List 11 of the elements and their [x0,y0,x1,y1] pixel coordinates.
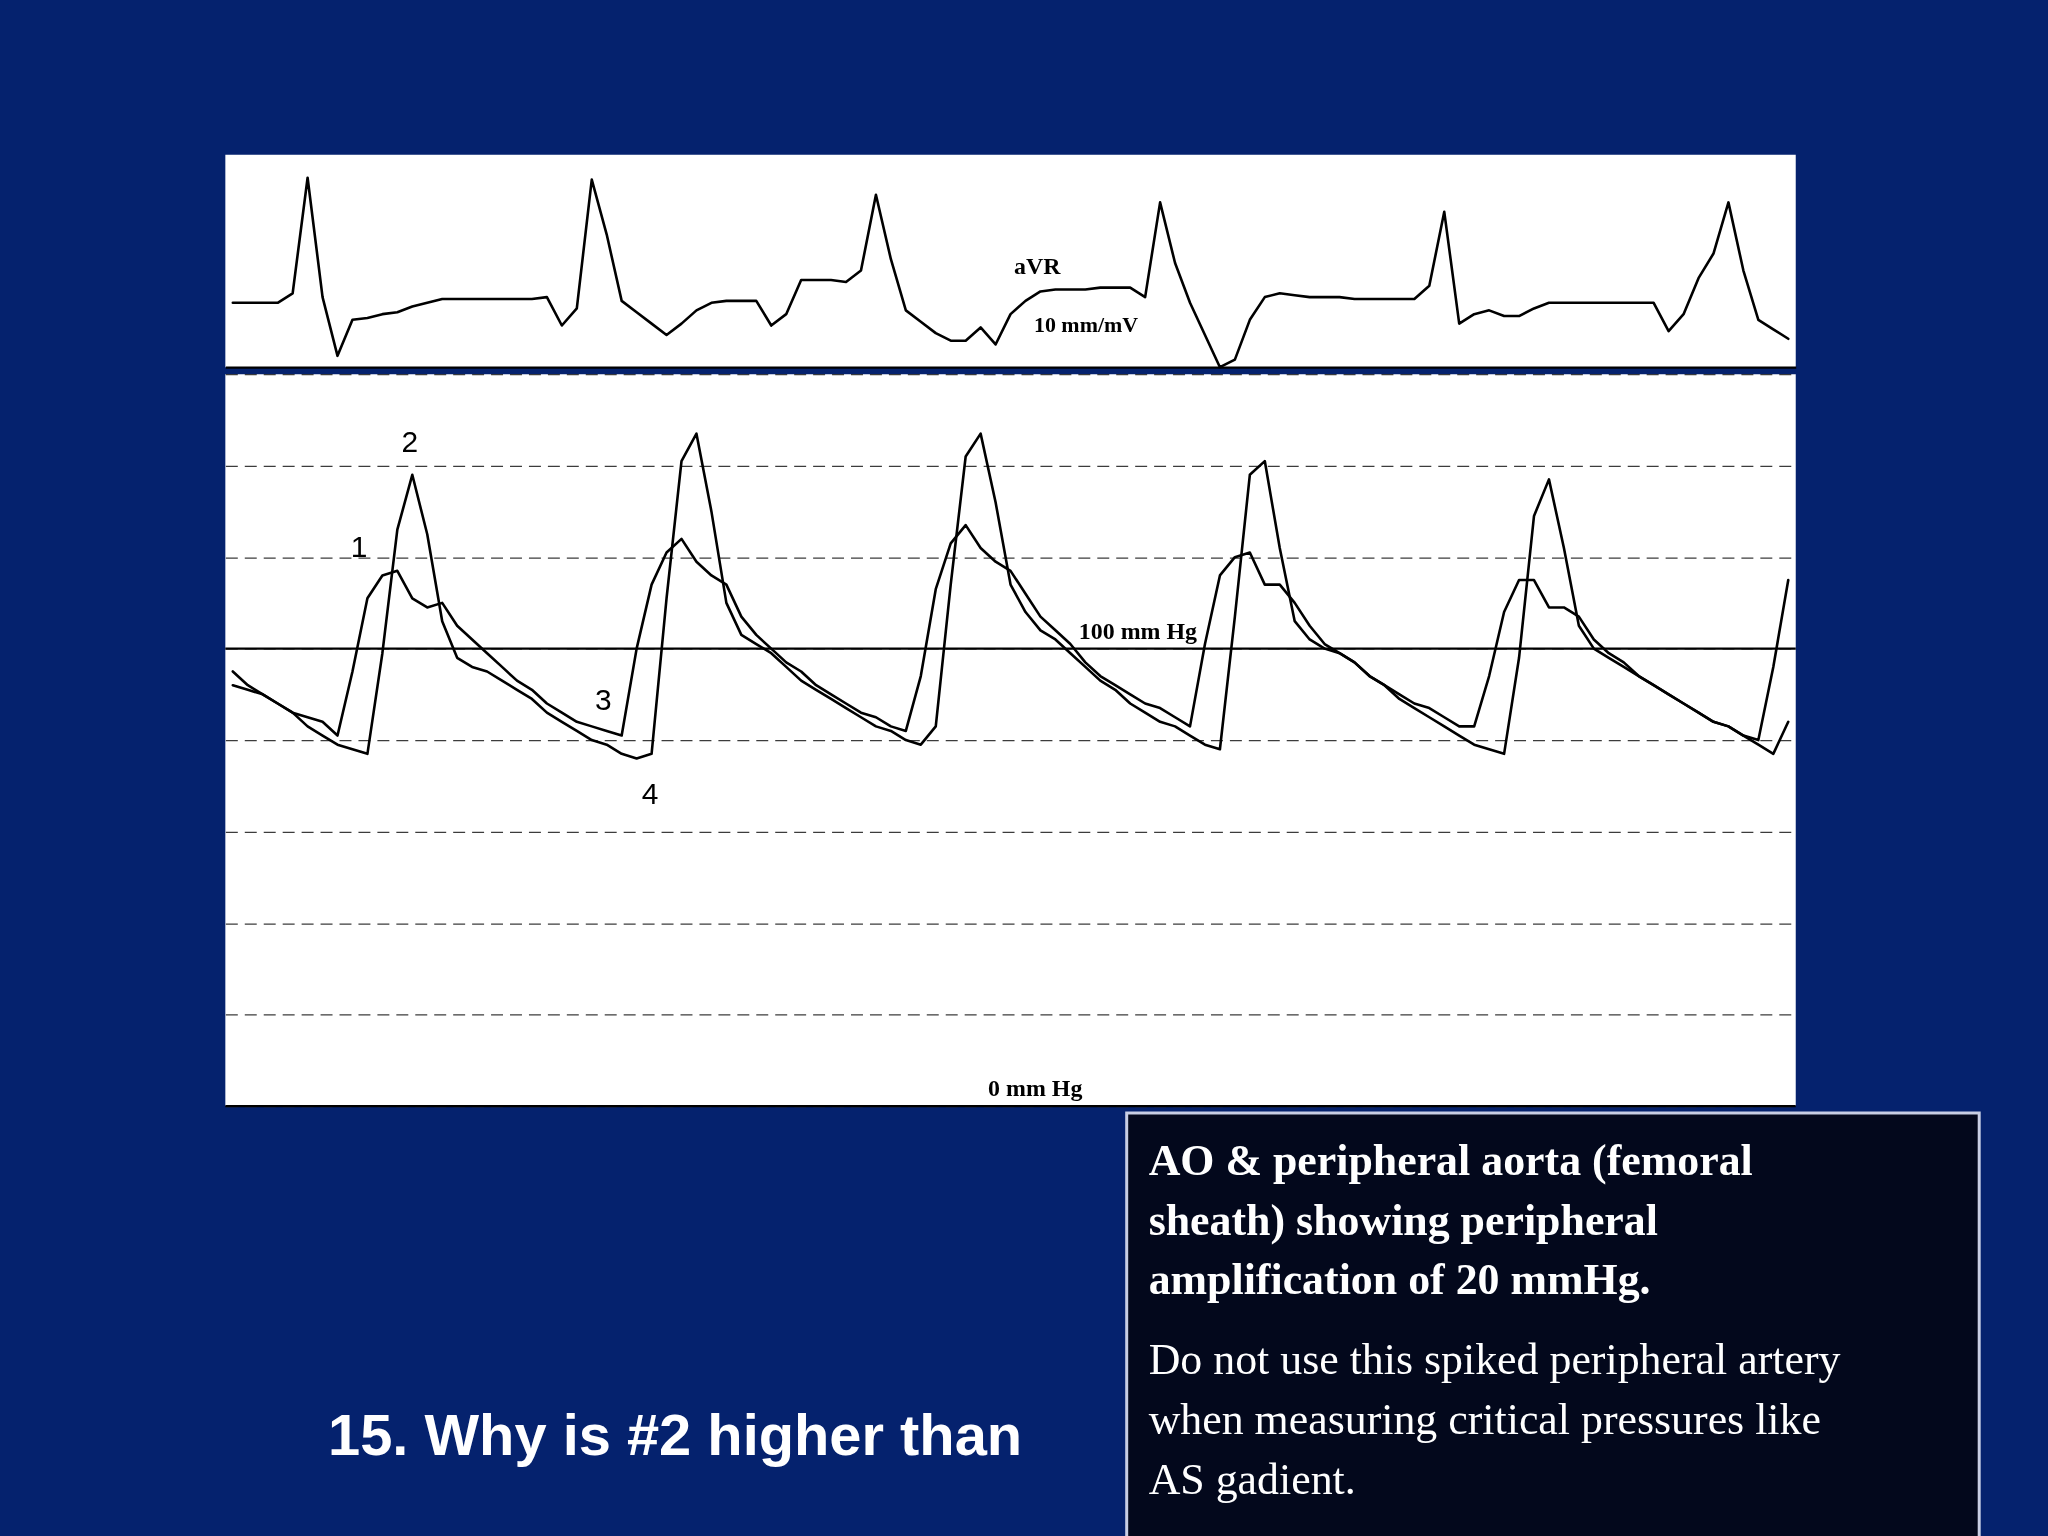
annotation: 10 mm/mV [1033,312,1139,338]
annotation: 4 [641,776,659,810]
annotation: 2 [401,425,419,459]
text: 15. Why is #2 higher than [328,1403,1023,1468]
text: Do not use this spiked peripheral artery when measuring critical pressures like AS gadient. [1148,1335,1841,1503]
annotation: aVR [1014,253,1062,280]
annotation: 3 [594,683,612,717]
annotation: 1 [350,529,368,563]
text: AO & peripheral aorta (femoral sheath) showing peripheral amplification of 20 mmHg. [1148,1135,1753,1304]
ref-line-label: 100 mm Hg [1078,617,1198,644]
ref-line-label: 0 mm Hg [988,1075,1083,1102]
